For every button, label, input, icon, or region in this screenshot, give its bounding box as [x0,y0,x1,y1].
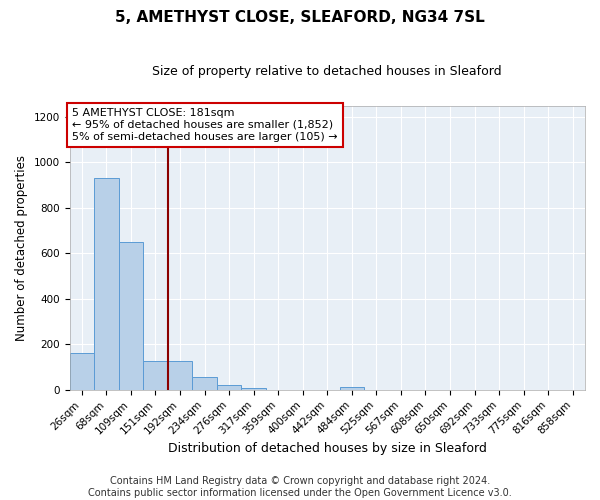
Y-axis label: Number of detached properties: Number of detached properties [15,154,28,340]
Bar [192,378,217,390]
Text: 5, AMETHYST CLOSE, SLEAFORD, NG34 7SL: 5, AMETHYST CLOSE, SLEAFORD, NG34 7SL [115,10,485,25]
Bar [70,353,94,390]
Text: 5 AMETHYST CLOSE: 181sqm
← 95% of detached houses are smaller (1,852)
5% of semi: 5 AMETHYST CLOSE: 181sqm ← 95% of detach… [72,108,338,142]
Bar [94,178,119,390]
Bar [217,386,241,390]
Bar [119,242,143,390]
Text: Contains HM Land Registry data © Crown copyright and database right 2024.
Contai: Contains HM Land Registry data © Crown c… [88,476,512,498]
Bar [340,387,364,390]
X-axis label: Distribution of detached houses by size in Sleaford: Distribution of detached houses by size … [168,442,487,455]
Bar [143,361,168,390]
Bar [241,388,266,390]
Bar [168,361,192,390]
Title: Size of property relative to detached houses in Sleaford: Size of property relative to detached ho… [152,65,502,78]
